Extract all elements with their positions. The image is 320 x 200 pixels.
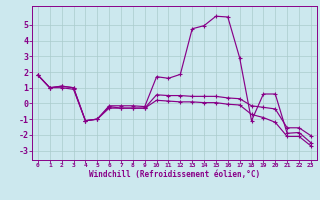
X-axis label: Windchill (Refroidissement éolien,°C): Windchill (Refroidissement éolien,°C) <box>89 170 260 179</box>
